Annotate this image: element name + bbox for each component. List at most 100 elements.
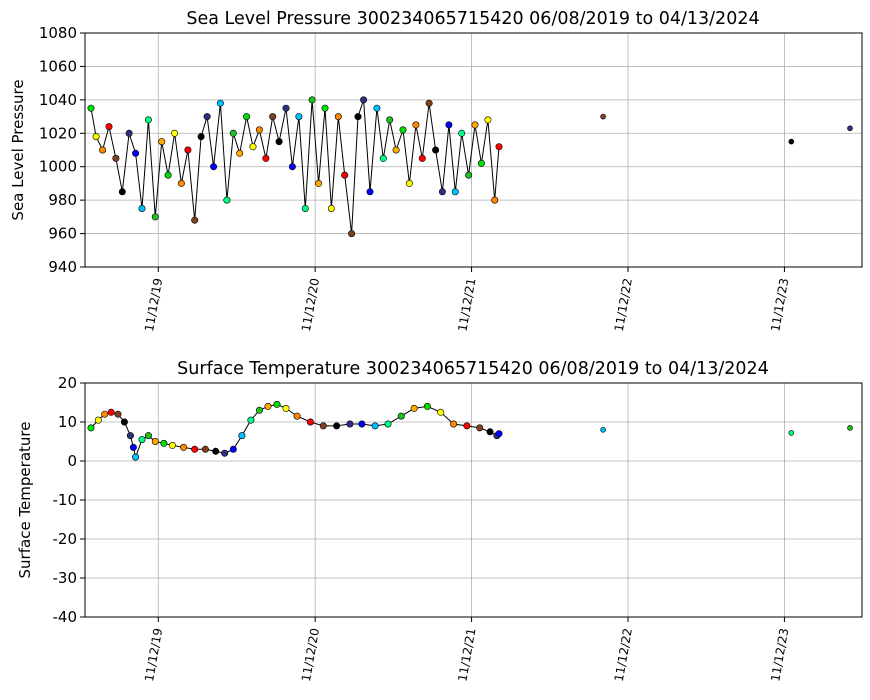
temperature-data-point — [273, 400, 281, 408]
pressure-data-point — [465, 171, 473, 179]
temperature-ytick-label: 20 — [58, 374, 77, 392]
temperature-chart-title: Surface Temperature 300234065715420 06/0… — [177, 359, 769, 379]
pressure-data-point — [171, 129, 179, 137]
pressure-data-point — [118, 188, 126, 196]
pressure-data-point — [327, 205, 335, 213]
pressure-ytick-label: 1040 — [39, 91, 77, 109]
pressure-data-point — [216, 99, 224, 107]
temperature-data-point — [138, 436, 146, 444]
pressure-track-line — [90, 99, 500, 234]
pressure-data-point — [471, 121, 479, 129]
temperature-data-point — [486, 428, 494, 436]
temperature-data-point — [160, 439, 168, 447]
pressure-data-point — [477, 159, 485, 167]
pressure-ytick-label: 940 — [48, 258, 77, 276]
pressure-data-point — [491, 196, 499, 204]
pressure-data-point — [138, 205, 146, 213]
pressure-data-point — [399, 126, 407, 134]
pressure-data-point — [445, 121, 453, 129]
pressure-data-point — [105, 123, 113, 131]
temperature-data-point — [94, 416, 102, 424]
pressure-ytick-label: 1020 — [39, 124, 77, 142]
pressure-xtick-label: 11/12/19 — [142, 277, 165, 333]
temperature-data-point — [306, 418, 314, 426]
temperature-axis-ticks: -40 -30 -20 -10 0 10 20 11/12/19 11/12/20 11/12/2… — [53, 374, 792, 683]
temperature-ytick-label: -20 — [53, 530, 78, 548]
temperature-data-point — [384, 420, 392, 428]
pressure-ytick-label: 1000 — [39, 158, 77, 176]
temperature-data-point — [495, 430, 503, 438]
temperature-data-point — [151, 437, 159, 445]
pressure-data-point — [334, 113, 342, 121]
pressure-data-point — [847, 125, 853, 132]
pressure-data-point — [151, 213, 159, 221]
temperature-data-point — [476, 424, 484, 432]
temperature-data-points — [87, 400, 853, 461]
temperature-ytick-label: -30 — [53, 569, 78, 587]
pressure-data-point — [255, 126, 263, 134]
pressure-data-point — [600, 113, 606, 120]
pressure-data-point — [210, 163, 218, 171]
temperature-xtick-label: 11/12/21 — [455, 627, 478, 683]
pressure-data-point — [341, 171, 349, 179]
temperature-data-point — [129, 443, 137, 451]
pressure-data-point — [112, 154, 120, 162]
pressure-data-point — [405, 179, 413, 187]
pressure-ytick-label: 1080 — [39, 24, 77, 42]
pressure-xtick-label: 11/12/22 — [612, 277, 635, 333]
temperature-data-point — [282, 404, 290, 412]
temperature-data-point — [371, 422, 379, 430]
pressure-data-point — [418, 154, 426, 162]
pressure-ytick-label: 980 — [48, 191, 77, 209]
pressure-data-point — [451, 188, 459, 196]
pressure-data-point — [360, 96, 368, 104]
pressure-plot-frame — [84, 32, 863, 268]
temperature-data-point — [293, 412, 301, 420]
pressure-data-point — [99, 146, 107, 154]
temperature-data-point — [450, 420, 458, 428]
temperature-data-point — [126, 432, 134, 440]
temperature-y-axis-label: Surface Temperature — [16, 422, 34, 579]
temperature-data-point — [221, 449, 229, 457]
pressure-data-point — [223, 196, 231, 204]
temperature-data-point — [333, 422, 341, 430]
temperature-data-point — [346, 420, 354, 428]
temperature-data-point — [600, 426, 606, 433]
pressure-data-point — [92, 133, 100, 141]
temperature-data-point — [107, 408, 115, 416]
temperature-data-point — [191, 445, 199, 453]
pressure-data-point — [301, 205, 309, 213]
pressure-data-point — [386, 116, 394, 124]
pressure-y-axis-label: Sea Level Pressure — [9, 79, 27, 220]
pressure-data-point — [354, 113, 362, 121]
pressure-data-point — [438, 188, 446, 196]
pressure-data-point — [458, 129, 466, 137]
temperature-data-point — [358, 420, 366, 428]
pressure-data-point — [184, 146, 192, 154]
temperature-data-point — [255, 406, 263, 414]
temperature-xtick-label: 11/12/23 — [768, 627, 791, 683]
temperature-data-point — [114, 410, 122, 418]
pressure-ytick-label: 1060 — [39, 57, 77, 75]
pressure-data-point — [392, 146, 400, 154]
sea-level-pressure-panel: Sea Level Pressure 300234065715420 06/08… — [9, 9, 863, 333]
pressure-xtick-label: 11/12/20 — [299, 277, 322, 333]
pressure-data-point — [132, 149, 140, 157]
temperature-data-point — [463, 422, 471, 430]
pressure-data-point — [236, 149, 244, 157]
temperature-data-point — [788, 430, 795, 436]
temperature-data-point — [264, 402, 272, 410]
pressure-data-point — [87, 104, 95, 112]
pressure-data-point — [484, 116, 492, 124]
pressure-data-point — [262, 154, 270, 162]
pressure-data-point — [788, 138, 795, 145]
temperature-data-point — [212, 447, 220, 455]
temperature-grid — [85, 382, 862, 618]
temperature-ytick-label: 10 — [58, 413, 77, 431]
pressure-data-point — [366, 188, 374, 196]
pressure-data-point — [275, 138, 283, 146]
temperature-data-point — [101, 410, 109, 418]
pressure-data-point — [379, 154, 387, 162]
temperature-data-point — [229, 445, 237, 453]
temperature-data-point — [87, 424, 95, 432]
